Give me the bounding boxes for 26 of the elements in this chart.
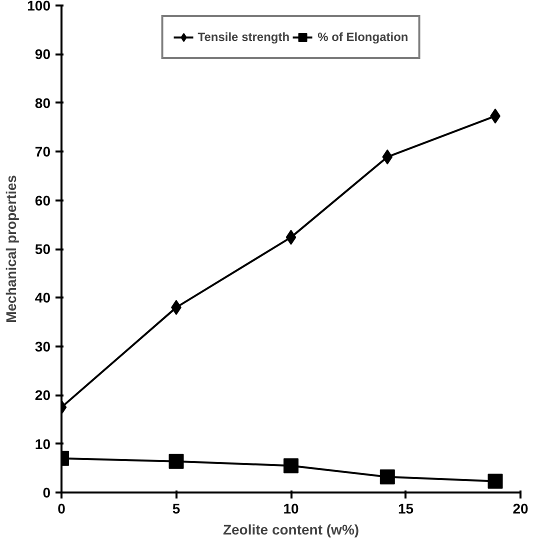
point	[382, 149, 393, 164]
point	[488, 474, 503, 489]
y-tick-label: 10	[34, 436, 51, 452]
y-tick-label: 50	[34, 241, 51, 257]
legend-label: % of Elongation	[318, 30, 408, 44]
x-tick-label: 10	[283, 500, 299, 516]
y-tick-label: 70	[34, 144, 51, 160]
y-tick-label: 90	[34, 46, 51, 62]
legend-label: Tensile strength	[198, 30, 290, 44]
y-tick-label: 80	[34, 94, 51, 111]
y-tick-label: 30	[34, 338, 51, 354]
x-tick-label: 15	[398, 500, 414, 516]
point	[168, 454, 184, 469]
y-tick-label: 20	[34, 387, 51, 404]
y-tick-label: 60	[34, 192, 51, 208]
y-tick-label: 100	[27, 0, 51, 14]
point	[284, 458, 298, 474]
point	[286, 230, 296, 245]
y-tick-label: 40	[34, 290, 51, 306]
x-tick-label: 5	[172, 500, 180, 516]
x-tick-label: 20	[512, 500, 528, 516]
x-axis-title: Zeolite content (w%)	[222, 522, 360, 538]
y-axis-title: Mechanical properties	[3, 174, 20, 323]
point	[380, 469, 395, 484]
x-tick-label: 0	[58, 500, 66, 516]
y-tick-label: 0	[42, 484, 51, 500]
